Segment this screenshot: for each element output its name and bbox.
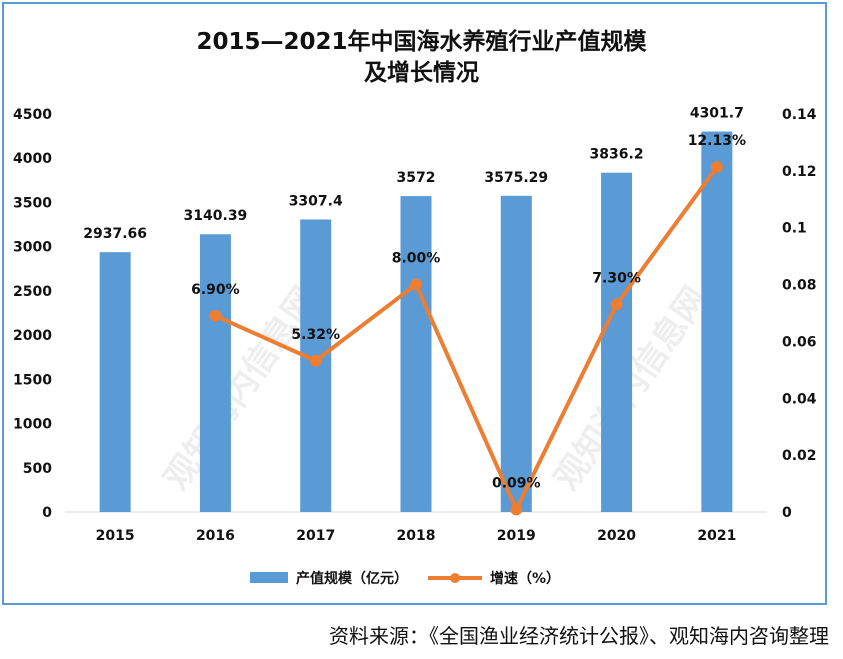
y-left-tick-label: 1000 xyxy=(13,417,52,433)
y-right-tick-label: 0.02 xyxy=(782,448,817,464)
y-left-tick-label: 3500 xyxy=(13,195,52,211)
y-left-tick-label: 4000 xyxy=(13,151,52,167)
growth-point xyxy=(610,298,623,311)
x-tick-label: 2020 xyxy=(597,528,636,544)
growth-point xyxy=(309,354,322,367)
growth-data-label: 6.90% xyxy=(191,282,240,298)
y-right-tick-label: 0 xyxy=(782,505,792,521)
chart-title: 2015—2021年中国海水养殖行业产值规模 xyxy=(196,29,647,55)
legend-bar-swatch xyxy=(250,572,288,583)
bar-data-label: 2937.66 xyxy=(83,226,147,242)
x-tick-label: 2015 xyxy=(96,528,135,544)
y-right-tick-label: 0.06 xyxy=(782,334,817,350)
y-left-tick-label: 0 xyxy=(42,505,52,521)
chart-canvas: 0 500 1000 1500 2000 2500 3000 3500 4000 4500 0 0.0… xyxy=(13,106,817,587)
bar-data-label: 3575.29 xyxy=(484,170,548,186)
bar xyxy=(99,252,131,512)
x-tick-label: 2021 xyxy=(697,528,736,544)
bar xyxy=(400,196,432,512)
legend-line-label: 增速（%） xyxy=(490,570,560,587)
bar-data-label: 3307.4 xyxy=(289,193,343,209)
x-tick-label: 2017 xyxy=(296,528,335,544)
y-right-tick-label: 0.08 xyxy=(782,278,817,294)
bar-data-label: 4301.7 xyxy=(690,106,744,122)
y-left-tick-label: 3000 xyxy=(13,240,52,256)
growth-data-label: 0.09% xyxy=(492,475,541,491)
bar xyxy=(199,234,231,513)
bar xyxy=(601,172,633,513)
y-right-tick-label: 0.14 xyxy=(782,107,817,123)
y-right-tick-label: 0.04 xyxy=(782,391,817,407)
growth-data-label: 8.00% xyxy=(392,251,441,267)
growth-data-label: 5.32% xyxy=(291,327,340,343)
growth-point xyxy=(510,503,523,516)
x-tick-label: 2019 xyxy=(497,528,536,544)
growth-data-label: 7.30% xyxy=(592,270,641,286)
y-left-tick-label: 500 xyxy=(23,461,52,477)
legend-line-marker xyxy=(450,573,460,583)
growth-data-label: 12.13% xyxy=(688,133,746,149)
y-right-tick-label: 0.12 xyxy=(782,164,817,180)
bar-data-label: 3572 xyxy=(397,170,436,186)
growth-point xyxy=(209,309,222,322)
y-left-tick-label: 1500 xyxy=(13,372,52,388)
y-left-tick-label: 2500 xyxy=(13,284,52,300)
bar-data-label: 3140.39 xyxy=(184,208,248,224)
bar xyxy=(500,195,532,512)
bar xyxy=(701,131,733,513)
x-tick-label: 2016 xyxy=(196,528,235,544)
y-left-tick-label: 2000 xyxy=(13,328,52,344)
source-note: 资料来源：《全国渔业经济统计公报》、观知海内咨询整理 xyxy=(329,624,829,648)
x-tick-label: 2018 xyxy=(397,528,436,544)
growth-line xyxy=(214,165,719,512)
growth-point xyxy=(710,161,723,174)
chart-subtitle: 及增长情况 xyxy=(364,60,479,86)
y-left-tick-label: 4500 xyxy=(13,107,52,123)
legend-bar-label: 产值规模（亿元） xyxy=(296,570,408,587)
growth-point xyxy=(410,278,422,291)
y-right-tick-label: 0.1 xyxy=(782,221,807,237)
bar-data-label: 3836.2 xyxy=(590,147,644,163)
